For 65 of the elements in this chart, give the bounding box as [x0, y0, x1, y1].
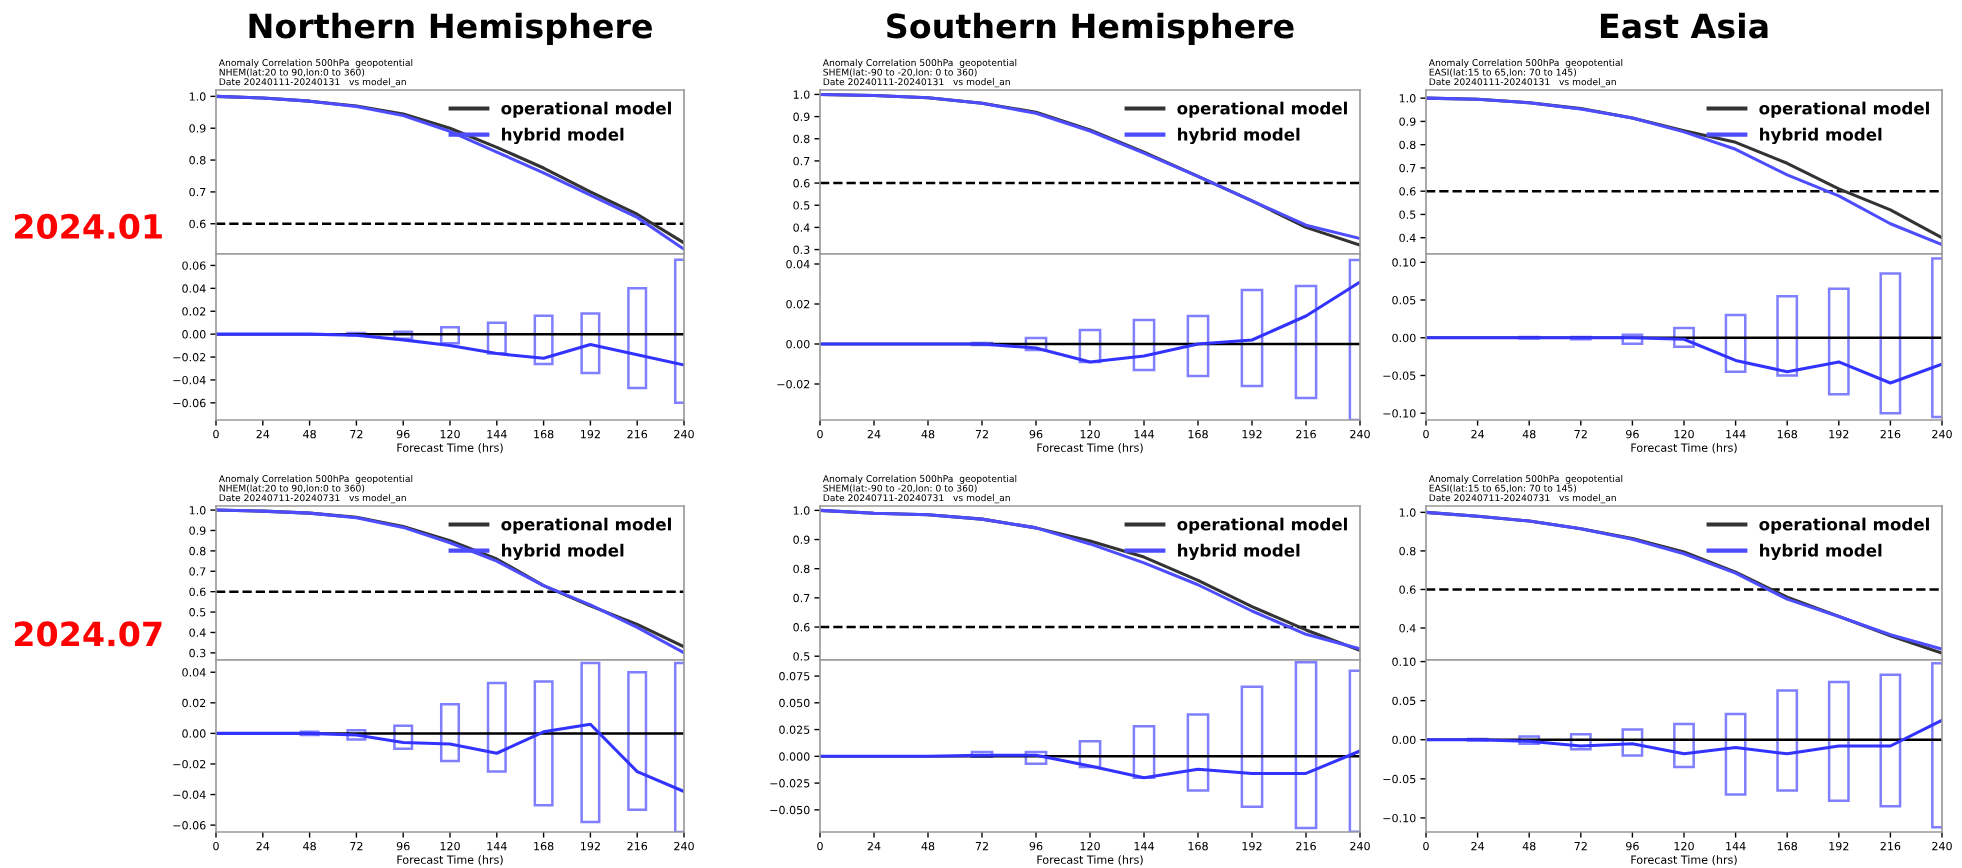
bar — [1724, 712, 1747, 796]
bar — [486, 681, 507, 773]
legend-label: operational model — [501, 517, 671, 534]
legend-label: hybrid model — [1760, 127, 1882, 145]
legend-label: hybrid model — [502, 127, 624, 145]
bar — [1078, 740, 1102, 769]
bar — [346, 729, 367, 741]
bar — [299, 730, 320, 737]
text: 2024.07 — [14, 621, 162, 647]
bar — [1186, 713, 1210, 792]
legend-label: hybrid model — [502, 543, 624, 561]
bar — [580, 312, 601, 375]
legend-label: operational model — [1759, 517, 1929, 534]
bar — [1024, 750, 1048, 766]
bar — [1518, 735, 1541, 745]
bar — [346, 331, 367, 337]
bar — [1078, 328, 1102, 364]
bar — [1673, 326, 1695, 349]
legend-label: hybrid model — [1760, 543, 1882, 561]
bar — [1827, 287, 1850, 396]
text: 2024.01 — [14, 213, 162, 240]
chart-title: Northern Hemisphere — [249, 12, 652, 46]
bar — [439, 703, 461, 763]
line-series — [1426, 718, 1942, 756]
bar — [1569, 733, 1592, 751]
bar — [1776, 295, 1799, 377]
bar — [1132, 318, 1156, 372]
line-series — [820, 749, 1360, 780]
chart-title: East Asia — [1600, 12, 1768, 39]
chart-title: Southern Hemisphere — [887, 12, 1294, 46]
bar — [627, 287, 648, 390]
bar — [393, 724, 414, 750]
bar — [439, 326, 461, 345]
bar — [1724, 313, 1747, 373]
bar — [1879, 673, 1902, 808]
bar — [1621, 333, 1644, 346]
bar — [393, 330, 414, 340]
line-series — [820, 280, 1360, 364]
legend-label: operational model — [1177, 517, 1347, 534]
bar — [1294, 660, 1318, 830]
bar — [533, 314, 554, 366]
bar — [580, 661, 601, 824]
legend-label: hybrid model — [1178, 543, 1300, 561]
legend-label: operational model — [1177, 101, 1347, 118]
bar — [1673, 722, 1695, 769]
bar — [1240, 288, 1264, 388]
line-series — [1426, 336, 1942, 385]
bar — [627, 670, 648, 812]
bar — [1294, 284, 1318, 400]
legend-label: operational model — [1759, 101, 1929, 118]
bar — [1879, 272, 1902, 415]
bar — [1827, 680, 1850, 802]
bar — [533, 680, 554, 807]
legend-label: hybrid model — [1178, 127, 1300, 145]
line-series — [216, 722, 684, 794]
bar — [1240, 685, 1264, 808]
bar — [1186, 314, 1210, 378]
bar — [1569, 335, 1592, 341]
bar — [1024, 336, 1048, 352]
bar — [1621, 728, 1644, 757]
legend-label: operational model — [501, 101, 671, 118]
bar — [486, 321, 507, 355]
bar — [1776, 689, 1799, 792]
bar — [1132, 725, 1156, 779]
line-series — [216, 332, 684, 367]
